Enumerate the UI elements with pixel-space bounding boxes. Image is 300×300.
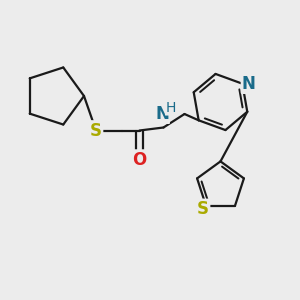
Text: N: N (155, 105, 169, 123)
Text: O: O (132, 151, 147, 169)
Text: S: S (197, 200, 209, 218)
Text: H: H (166, 101, 176, 115)
Text: S: S (90, 122, 102, 140)
Text: N: N (242, 75, 256, 93)
